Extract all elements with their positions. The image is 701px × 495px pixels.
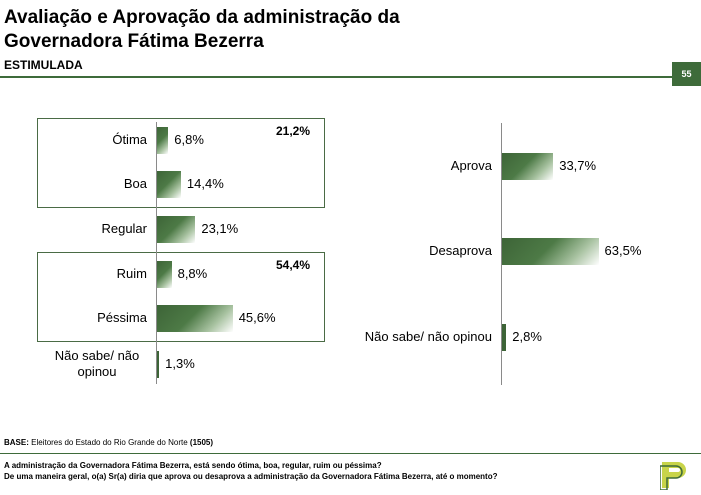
positive-group-box — [37, 118, 325, 208]
header-divider — [0, 76, 672, 78]
title-line-2: Governadora Fátima Bezerra — [4, 31, 264, 52]
value-label-nao-sabe-nao-opinou: 1,3% — [165, 356, 195, 371]
category-label-nao-sabe-nao-opinou: Não sabe/ não opinou — [364, 329, 492, 344]
question-2: De uma maneira geral, o(a) Sr(a) diria q… — [4, 472, 498, 481]
category-label-aprova: Aprova — [450, 158, 492, 173]
category-label-otima: Ótima — [112, 132, 147, 147]
bar-aprova — [502, 152, 554, 180]
question-1: A administração da Governadora Fátima Be… — [4, 461, 382, 470]
page-title: Avaliação e Aprovação da administração d… — [4, 6, 604, 54]
bar-boa — [157, 170, 181, 198]
value-label-pessima: 45,6% — [238, 310, 276, 325]
bar-otima — [157, 126, 169, 154]
bar-regular — [157, 215, 196, 243]
bar-pessima — [157, 304, 233, 332]
category-label-regular: Regular — [101, 221, 147, 236]
bar-nao-sabe-nao-opinou — [502, 323, 507, 351]
footer-divider — [0, 453, 701, 454]
value-label-otima: 6,8% — [174, 132, 204, 147]
value-label-aprova: 33,7% — [559, 158, 597, 173]
page-subtitle: ESTIMULADA — [4, 58, 83, 72]
value-label-boa: 14,4% — [186, 176, 224, 191]
bar-nao-sabe-nao-opinou — [157, 350, 160, 378]
institute-logo-icon — [660, 462, 686, 490]
base-label: BASE: — [4, 438, 29, 447]
category-label-boa: Boa — [123, 176, 147, 191]
category-label-ruim: Ruim — [116, 266, 147, 281]
category-label-pessima: Péssima — [97, 310, 147, 325]
base-note: BASE: Eleitores do Estado do Rio Grande … — [4, 438, 213, 447]
value-label-desaprova: 63,5% — [604, 243, 642, 258]
bar-desaprova — [502, 237, 599, 265]
category-label-nao-sabe-nao-opinou: Não sabe/ não opinou — [54, 348, 140, 379]
title-line-1: Avaliação e Aprovação da administração d… — [4, 7, 400, 28]
negative-group-box — [37, 252, 325, 342]
positive-group-total: 21,2% — [276, 124, 311, 138]
value-label-ruim: 8,8% — [177, 266, 208, 281]
approval-axis — [501, 123, 502, 385]
bar-ruim — [157, 260, 172, 288]
value-label-nao-sabe-nao-opinou: 2,8% — [512, 329, 542, 344]
negative-group-total: 54,4% — [276, 258, 311, 272]
page-number-badge: 55 — [672, 62, 701, 86]
evaluation-axis — [156, 122, 157, 384]
base-sample-size: (1505) — [189, 438, 214, 447]
base-text: Eleitores do Estado do Rio Grande do Nor… — [31, 438, 188, 447]
category-label-desaprova: Desaprova — [429, 243, 492, 258]
value-label-regular: 23,1% — [201, 221, 239, 236]
